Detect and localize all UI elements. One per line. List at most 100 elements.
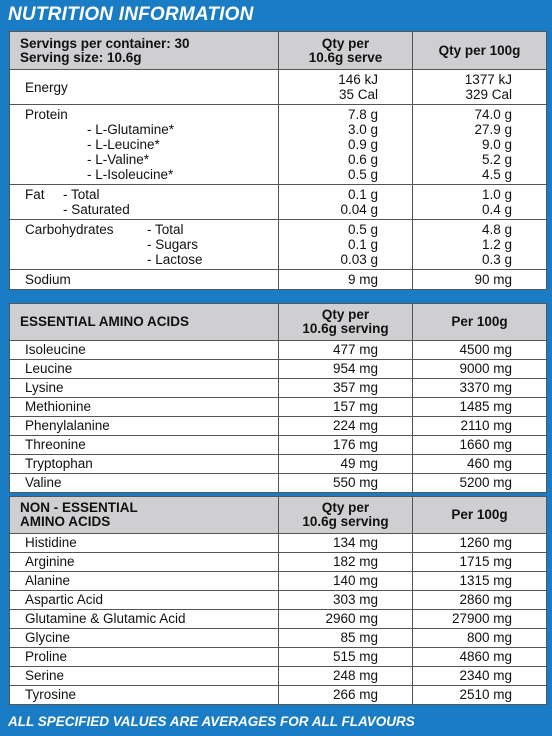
sodium-serve: 9 mg <box>278 269 413 290</box>
nonessential-rows: Histidine 134 mg 1260 mg Arginine 182 mg 1715… <box>9 533 547 705</box>
carbs-sub-total: - Total <box>147 222 184 237</box>
amino-name: Tryptophan <box>9 454 279 474</box>
fat-serve-val: 0.04 g <box>340 202 378 217</box>
table-row: Glutamine & Glutamic Acid 2960 mg 27900 mg <box>9 609 547 629</box>
servings-per-container: Servings per container: 30 <box>20 35 190 51</box>
energy-serve-kj: 146 kJ <box>338 72 378 87</box>
qty-per-serve-line1: Qty per <box>321 35 370 51</box>
essential-amino-acids-table: ESSENTIAL AMINO ACIDS Qty per 10.6g serv… <box>9 303 547 493</box>
amino-name: Glycine <box>9 628 279 648</box>
amino-serve: 954 mg <box>278 359 413 379</box>
table-row: Leucine 954 mg 9000 mg <box>9 359 547 379</box>
energy-per100: 1377 kJ 329 Cal <box>412 69 547 105</box>
table-row: Proline 515 mg 4860 mg <box>9 647 547 667</box>
fat-line-total: Fat - Total <box>25 187 278 202</box>
amino-per100: 1260 mg <box>412 533 547 553</box>
amino-per100: 27900 mg <box>412 609 547 629</box>
amino-serve: 49 mg <box>278 454 413 474</box>
amino-per100: 2340 mg <box>412 666 547 686</box>
nonessential-header-row: NON - ESSENTIAL AMINO ACIDS Qty per 10.6… <box>9 496 547 534</box>
fat-per100: 1.0 g 0.4 g <box>412 184 547 220</box>
table-row: Tryptophan 49 mg 460 mg <box>9 454 547 474</box>
protein-sub-leucine: - L-Leucine* <box>87 137 160 152</box>
amino-name: Valine <box>9 473 279 493</box>
amino-name: Isoleucine <box>9 340 279 360</box>
fat-sub-total: - Total <box>63 187 100 202</box>
amino-serve: 477 mg <box>278 340 413 360</box>
amino-serve: 550 mg <box>278 473 413 493</box>
amino-per100: 5200 mg <box>412 473 547 493</box>
amino-serve: 224 mg <box>278 416 413 436</box>
essential-qty-line2: 10.6g serving <box>302 321 389 336</box>
essential-qty-serving-header: Qty per 10.6g serving <box>278 303 413 341</box>
amino-per100: 1485 mg <box>412 397 547 417</box>
amino-serve: 266 mg <box>278 685 413 705</box>
amino-per100: 2110 mg <box>412 416 547 436</box>
amino-serve: 357 mg <box>278 378 413 398</box>
amino-serve: 182 mg <box>278 552 413 572</box>
amino-name: Glutamine & Glutamic Acid <box>9 609 279 629</box>
nonessential-amino-acids-table: NON - ESSENTIAL AMINO ACIDS Qty per 10.6… <box>9 496 547 705</box>
table-row: Alanine 140 mg 1315 mg <box>9 571 547 591</box>
carbs-serve: 0.5 g 0.1 g 0.03 g <box>278 219 413 270</box>
amino-serve: 2960 mg <box>278 609 413 629</box>
protein-serve-val: 0.9 g <box>347 137 378 152</box>
protein-sub-valine: - L-Valine* <box>87 152 150 167</box>
table-row-sodium: Sodium 9 mg 90 mg <box>9 269 547 290</box>
amino-name: Threonine <box>9 435 279 455</box>
protein-serve-val: 3.0 g <box>347 122 378 137</box>
fat-per100-val: 0.4 g <box>481 202 512 217</box>
qty-per-100g-header: Qty per 100g <box>412 31 547 70</box>
amino-name: Arginine <box>9 552 279 572</box>
amino-name: Histidine <box>9 533 279 553</box>
table-row: Lysine 357 mg 3370 mg <box>9 378 547 398</box>
amino-per100: 3370 mg <box>412 378 547 398</box>
table-row-fat: Fat - Total - Saturated 0.1 g 0.04 g 1.0 … <box>9 184 547 220</box>
table-row-energy: Energy 146 kJ 35 Cal 1377 kJ 329 Cal <box>9 69 547 105</box>
footer-note: ALL SPECIFIED VALUES ARE AVERAGES FOR AL… <box>8 714 415 729</box>
amino-per100: 2860 mg <box>412 590 547 610</box>
essential-qty-line1: Qty per <box>321 307 370 322</box>
carbs-per100: 4.8 g 1.2 g 0.3 g <box>412 219 547 270</box>
energy-serve-cal: 35 Cal <box>338 87 378 102</box>
nutrition-header-row: Servings per container: 30 Serving size:… <box>9 31 547 70</box>
amino-serve: 85 mg <box>278 628 413 648</box>
protein-serve-val: 0.5 g <box>347 167 378 182</box>
energy-label: Energy <box>9 69 279 105</box>
table-row: Arginine 182 mg 1715 mg <box>9 552 547 572</box>
table-row: Aspartic Acid 303 mg 2860 mg <box>9 590 547 610</box>
amino-name: Leucine <box>9 359 279 379</box>
table-row: Valine 550 mg 5200 mg <box>9 473 547 493</box>
serving-size: Serving size: 10.6g <box>20 49 142 65</box>
protein-per100-val: 5.2 g <box>481 152 512 167</box>
carbs-serve-val: 0.5 g <box>347 222 378 237</box>
amino-name: Aspartic Acid <box>9 590 279 610</box>
protein-serve: 7.8 g 3.0 g 0.9 g 0.6 g 0.5 g <box>278 104 413 185</box>
fat-serve: 0.1 g 0.04 g <box>278 184 413 220</box>
essential-header: ESSENTIAL AMINO ACIDS <box>9 303 279 341</box>
fat-serve-val: 0.1 g <box>347 187 378 202</box>
amino-serve: 303 mg <box>278 590 413 610</box>
table-row: Histidine 134 mg 1260 mg <box>9 533 547 553</box>
energy-serve: 146 kJ 35 Cal <box>278 69 413 105</box>
qty-per-serve-line2: 10.6g serve <box>308 49 383 65</box>
amino-serve: 515 mg <box>278 647 413 667</box>
carbs-serve-val: 0.03 g <box>340 252 378 267</box>
amino-per100: 2510 mg <box>412 685 547 705</box>
amino-name: Lysine <box>9 378 279 398</box>
carbs-label: Carbohydrates <box>25 222 114 237</box>
nonessential-header-line2: AMINO ACIDS <box>20 514 111 529</box>
table-row: Methionine 157 mg 1485 mg <box>9 397 547 417</box>
protein-per100-val: 9.0 g <box>481 137 512 152</box>
fat-sub-saturated: - Saturated <box>63 202 130 217</box>
protein-serve-val: 7.8 g <box>347 107 378 122</box>
carbs-line-total: Carbohydrates - Total <box>25 222 278 237</box>
amino-per100: 4860 mg <box>412 647 547 667</box>
protein-serve-val: 0.6 g <box>347 152 378 167</box>
protein-per100-val: 27.9 g <box>474 122 512 137</box>
essential-header-row: ESSENTIAL AMINO ACIDS Qty per 10.6g serv… <box>9 303 547 341</box>
servings-header: Servings per container: 30 Serving size:… <box>9 31 279 70</box>
amino-per100: 1660 mg <box>412 435 547 455</box>
amino-name: Phenylalanine <box>9 416 279 436</box>
page-title: NUTRITION INFORMATION <box>8 4 254 25</box>
